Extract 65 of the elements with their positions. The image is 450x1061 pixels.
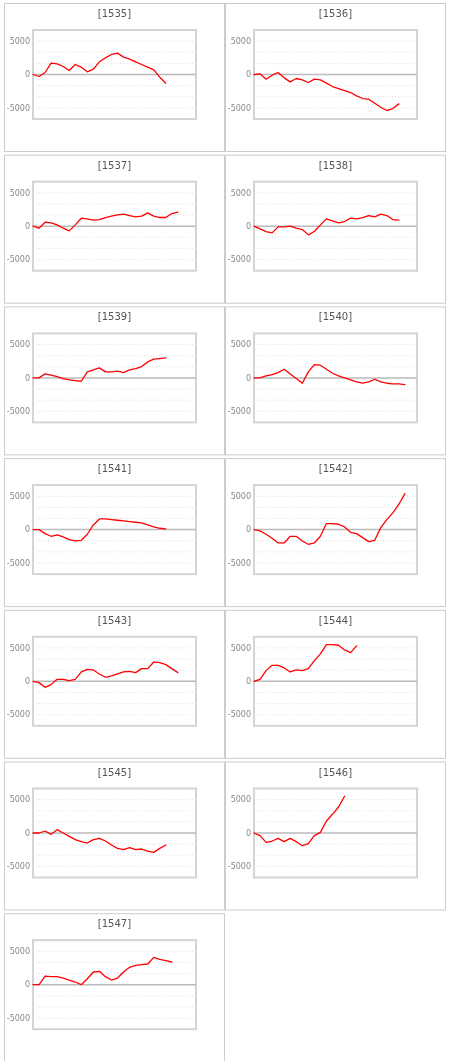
- y-tick-label: -5000: [227, 407, 251, 417]
- y-tick-label: 5000: [9, 340, 30, 350]
- chart-title: [1535]: [97, 8, 132, 19]
- y-tick-label: 5000: [9, 643, 30, 653]
- chart-title: [1547]: [97, 918, 132, 930]
- chart-title: [1540]: [318, 311, 353, 323]
- y-tick-label: -5000: [6, 407, 30, 417]
- y-tick-label: -5000: [6, 862, 30, 872]
- y-tick-label: 5000: [230, 795, 251, 805]
- y-tick-label: -5000: [227, 862, 251, 872]
- line-series: [32, 661, 179, 688]
- chart-title: [1537]: [97, 159, 132, 171]
- y-tick-label: 5000: [9, 492, 30, 502]
- y-tick-label: 0: [245, 70, 251, 80]
- y-tick-label: 0: [24, 525, 30, 535]
- y-tick-label: -5000: [6, 710, 30, 720]
- line-series: [32, 52, 167, 84]
- y-tick-label: 0: [245, 373, 251, 383]
- y-tick-label: 0: [24, 373, 30, 383]
- chart-title: [1543]: [97, 614, 132, 626]
- y-tick-label: -5000: [6, 1013, 30, 1023]
- chart-title: [1545]: [97, 766, 132, 778]
- y-tick-label: -5000: [6, 103, 30, 113]
- chart-title: [1536]: [318, 8, 353, 19]
- y-tick-label: 0: [24, 70, 30, 80]
- y-tick-label: 0: [24, 677, 30, 687]
- line-series: [32, 956, 173, 986]
- y-tick-label: 5000: [230, 492, 251, 502]
- line-series: [253, 643, 358, 682]
- y-tick-label: 0: [24, 222, 30, 231]
- chart-title: [1539]: [97, 311, 132, 323]
- y-tick-label: 0: [245, 677, 251, 687]
- y-tick-label: -5000: [6, 255, 30, 265]
- y-tick-label: -5000: [227, 255, 251, 265]
- y-tick-label: 5000: [9, 947, 30, 957]
- chart-title: [1544]: [318, 614, 353, 626]
- y-tick-label: 5000: [230, 340, 251, 350]
- line-series: [32, 357, 167, 382]
- chart-title: [1542]: [318, 463, 353, 475]
- y-tick-label: 0: [24, 828, 30, 838]
- chart-title: [1541]: [97, 463, 132, 475]
- y-tick-label: -5000: [227, 558, 251, 568]
- y-tick-label: -5000: [6, 558, 30, 568]
- line-series: [253, 492, 406, 545]
- y-tick-label: 5000: [230, 643, 251, 653]
- y-tick-label: 5000: [230, 36, 251, 46]
- line-series: [32, 829, 167, 854]
- y-tick-label: 5000: [9, 36, 30, 46]
- line-series: [253, 363, 406, 386]
- y-tick-label: 5000: [9, 795, 30, 805]
- y-tick-label: 0: [245, 525, 251, 535]
- chart-title: [1546]: [318, 766, 353, 778]
- line-series: [253, 213, 400, 236]
- y-tick-label: 5000: [9, 188, 30, 198]
- line-series: [253, 71, 400, 112]
- y-tick-label: 0: [245, 828, 251, 838]
- line-series: [253, 795, 346, 847]
- line-series: [32, 518, 167, 542]
- y-tick-label: -5000: [227, 103, 251, 113]
- y-tick-label: -5000: [227, 710, 251, 720]
- y-tick-label: 0: [245, 222, 251, 231]
- y-tick-label: 5000: [230, 188, 251, 198]
- y-tick-label: 0: [24, 980, 30, 990]
- chart-title: [1538]: [318, 159, 353, 171]
- line-series: [32, 211, 179, 232]
